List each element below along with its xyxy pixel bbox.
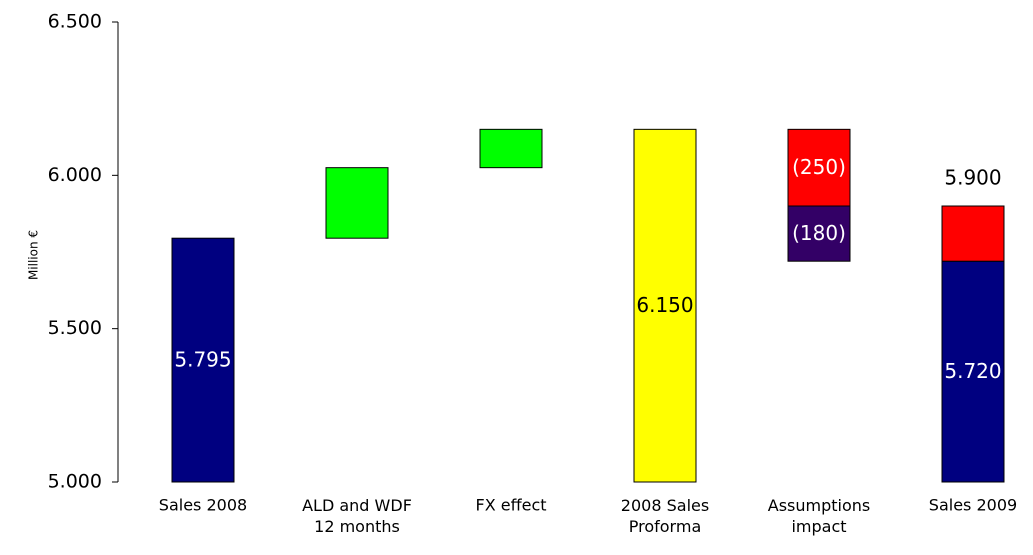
value-label: (180)	[792, 221, 846, 245]
bar-segment	[787, 205, 851, 262]
bar-segment	[941, 205, 1005, 262]
x-tick-label: Sales 2008	[159, 496, 247, 515]
x-tick-label: FX effect	[475, 496, 546, 515]
x-tick-label: Sales 2009	[929, 496, 1017, 515]
x-tick-label: ALD and WDF 12 months	[302, 496, 412, 536]
y-tick-label: 6.000	[48, 164, 102, 186]
value-label: (250)	[792, 155, 846, 179]
value-label: 5.795	[174, 348, 231, 372]
bar-segment	[325, 167, 389, 239]
value-label: 6.150	[636, 293, 693, 317]
y-tick-label: 5.500	[48, 317, 102, 339]
value-label: 5.720	[944, 359, 1001, 383]
y-tick-label: 5.000	[48, 471, 102, 493]
bar-segment	[787, 128, 851, 207]
y-tick-label: 6.500	[48, 11, 102, 33]
bar-segment	[633, 128, 697, 483]
bar-segment	[479, 128, 543, 169]
total-label: 5.900	[944, 166, 1001, 190]
y-axis-label: Million €	[27, 230, 41, 280]
bar-segment	[171, 237, 235, 483]
x-tick-label: Assumptions impact	[768, 496, 870, 536]
x-tick-label: 2008 Sales Proforma	[621, 496, 709, 536]
